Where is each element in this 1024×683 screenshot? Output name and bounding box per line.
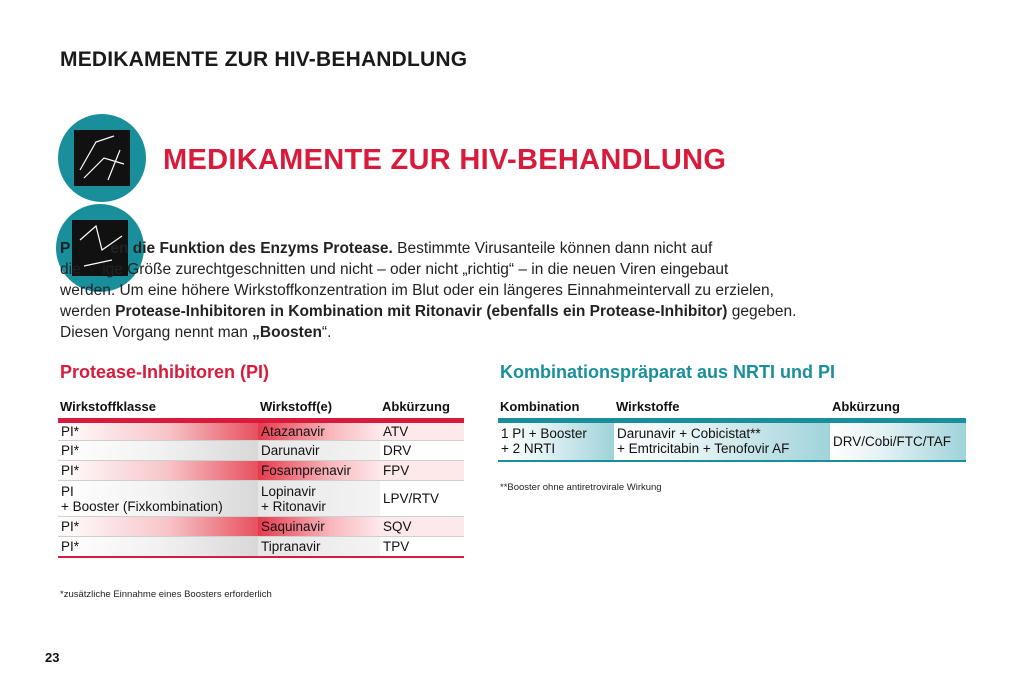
- pi-heading: Protease-Inhibitoren (PI): [60, 362, 270, 382]
- table-row: PI* Tipranavir TPV: [58, 536, 464, 557]
- cell-wirkstoff: Saquinavir: [258, 516, 380, 537]
- combo-footnote: **Booster ohne antiretrovirale Wirkung: [500, 482, 662, 493]
- cell-wirkstoff: Darunavir: [258, 440, 380, 461]
- cell-line: + Emtricitabin + Tenofovir AF: [617, 441, 790, 457]
- cell-abkuerzung: ATV: [380, 420, 464, 441]
- cell-abkuerzung: TPV: [383, 538, 410, 554]
- cell-wirkstoffe: Darunavir + Cobicistat** + Emtricitabin +…: [614, 420, 830, 461]
- text-line: werden. Um eine höhere Wirkstoffkonzentr…: [60, 282, 774, 299]
- text-line: die ige Größe zurechtgeschnitten und nic…: [60, 261, 729, 278]
- cell-klasse: PI*: [58, 420, 258, 441]
- cell-line: + 2 NRTI: [501, 441, 556, 457]
- table-header-row: Wirkstoffklasse Wirkstoff(e) Abkürzung: [58, 394, 464, 421]
- cell-klasse: PI*: [58, 460, 258, 481]
- table-row: PI* Fosamprenavir FPV: [58, 460, 464, 481]
- combo-heading: Kombinationspräparat aus NRTI und PI: [500, 362, 836, 382]
- table-row: 1 PI + Booster + 2 NRTI Darunavir + Cobic…: [498, 420, 966, 461]
- table-header-row: Kombination Wirkstoffe Abkürzung: [498, 394, 966, 421]
- text-fragment: P: [60, 240, 71, 257]
- cell-klasse: PI*: [58, 440, 258, 461]
- text-line: “.: [321, 324, 332, 341]
- text-bold: „Boosten: [252, 324, 322, 341]
- cell-wirkstoff: Tipranavir: [258, 536, 380, 557]
- table-row: PI* Saquinavir SQV: [58, 516, 464, 537]
- column-header: Wirkstoffe: [616, 399, 680, 414]
- column-header: Kombination: [500, 399, 580, 414]
- text-bold: Protease-Inhibitoren in Kombination mit …: [115, 303, 728, 320]
- cell-klasse: PI + Booster (Fixkombination): [58, 480, 258, 517]
- cell-wirkstoff: Fosamprenavir: [258, 460, 380, 481]
- cell-abkuerzung: DRV: [383, 443, 412, 458]
- text-bold: en die Funktion des Enzyms Protease.: [110, 240, 393, 257]
- text-line: Diesen Vorgang nennt man: [60, 324, 253, 341]
- table-row: PI* Atazanavir ATV: [58, 420, 464, 441]
- cell-klasse: PI*: [58, 516, 258, 537]
- cell-line: Lopinavir: [261, 483, 316, 499]
- cell-abkuerzung: SQV: [380, 516, 464, 537]
- page-number: 23: [45, 650, 60, 665]
- cell-abkuerzung: FPV: [380, 460, 464, 481]
- text-line: werden: [60, 303, 116, 320]
- combo-table: Kombination Wirkstoffe Abkürzung 1 PI + …: [498, 394, 966, 462]
- cell-line: + Booster (Fixkombination): [61, 498, 223, 514]
- column-header: Abkürzung: [832, 399, 900, 414]
- icon-circle-bottom: [56, 204, 144, 292]
- table-row: PI + Booster (Fixkombination) Lopinavir + …: [58, 480, 464, 517]
- cell-line: + Ritonavir: [261, 498, 326, 514]
- cell-line: Darunavir + Cobicistat**: [617, 426, 761, 442]
- cell-abkuerzung: DRV/Cobi/FTC/TAF: [830, 420, 966, 461]
- cell-kombination: 1 PI + Booster + 2 NRTI: [498, 420, 614, 461]
- cell-wirkstoff: Atazanavir: [258, 420, 380, 441]
- cell-abkuerzung: LPV/RTV: [383, 491, 440, 506]
- cell-line: 1 PI + Booster: [501, 426, 587, 442]
- cell-line: PI: [61, 483, 74, 499]
- column-header: Wirkstoff(e): [260, 399, 333, 414]
- pill-icon: [72, 220, 128, 276]
- page-header: MEDIKAMENTE ZUR HIV-BEHANDLUNG: [60, 48, 468, 71]
- text-line: gegeben.: [727, 303, 797, 320]
- pi-footnote: *zusätzliche Einnahme eines Boosters erf…: [60, 589, 272, 600]
- pill-icon: [74, 130, 130, 186]
- cell-wirkstoff: Lopinavir + Ritonavir: [258, 480, 380, 517]
- text-line: Bestimmte Virusanteile können dann nicht…: [392, 240, 713, 257]
- section-title: MEDIKAMENTE ZUR HIV-BEHANDLUNG: [163, 144, 727, 176]
- icon-circle-top: [58, 114, 146, 202]
- column-header: Wirkstoffklasse: [60, 399, 156, 414]
- pi-table: Wirkstoffklasse Wirkstoff(e) Abkürzung P…: [58, 394, 464, 558]
- column-header: Abkürzung: [382, 399, 450, 414]
- table-row: PI* Darunavir DRV: [58, 440, 464, 461]
- cell-klasse: PI*: [58, 536, 258, 557]
